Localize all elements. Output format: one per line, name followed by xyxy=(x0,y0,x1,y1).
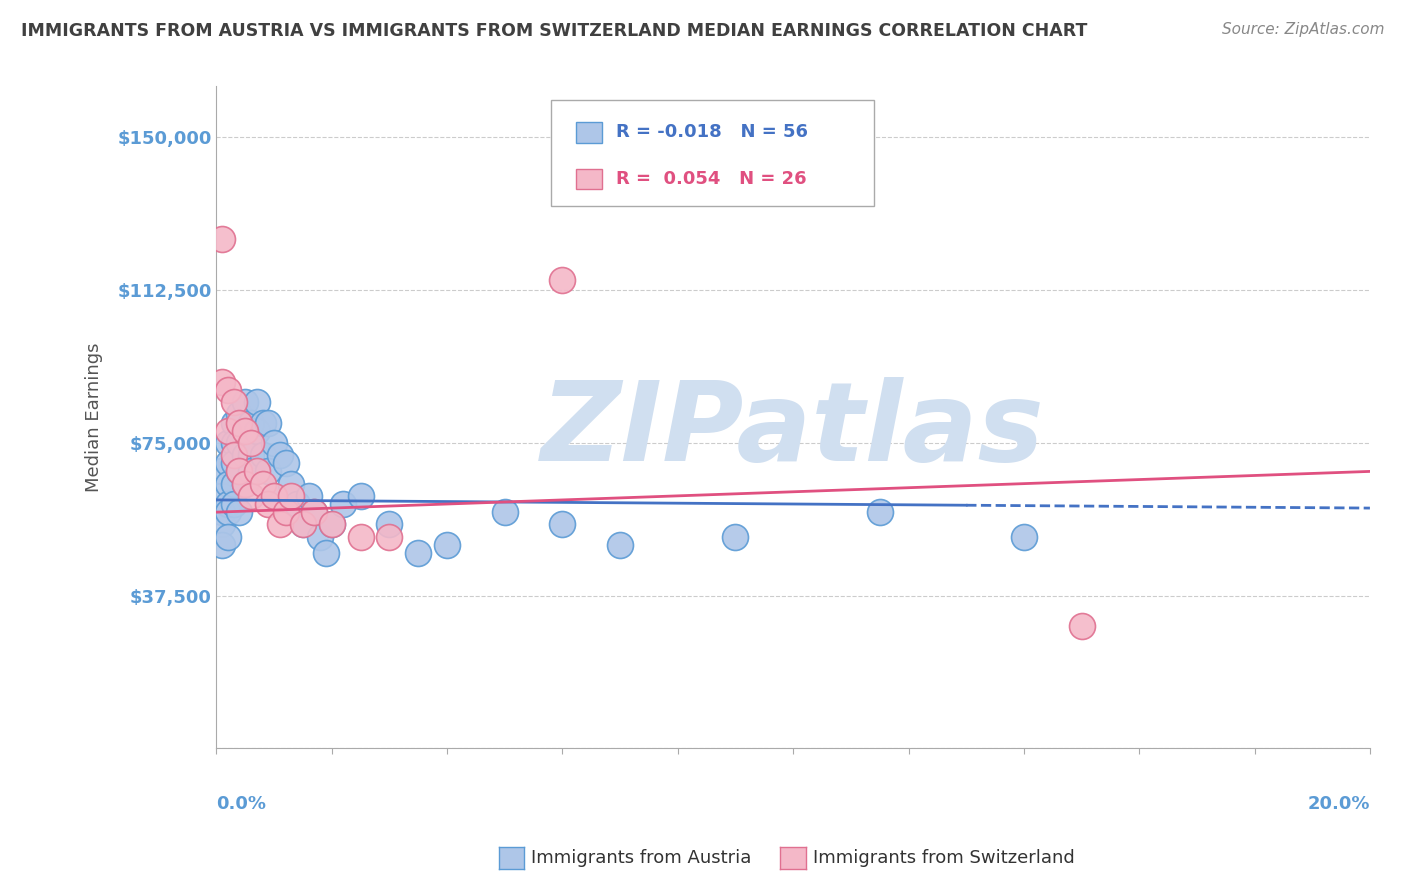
Text: Immigrants from Switzerland: Immigrants from Switzerland xyxy=(813,849,1074,867)
Point xyxy=(211,538,233,552)
Point xyxy=(222,416,245,430)
Point xyxy=(222,436,245,450)
Point xyxy=(240,416,263,430)
Point xyxy=(321,517,343,532)
Point xyxy=(332,497,354,511)
Text: IMMIGRANTS FROM AUSTRIA VS IMMIGRANTS FROM SWITZERLAND MEDIAN EARNINGS CORRELATI: IMMIGRANTS FROM AUSTRIA VS IMMIGRANTS FR… xyxy=(21,22,1087,40)
Point xyxy=(246,395,269,409)
Point xyxy=(222,448,245,462)
Point xyxy=(291,517,314,532)
Point xyxy=(240,448,263,462)
Point xyxy=(280,476,302,491)
Point xyxy=(217,505,239,519)
Point xyxy=(1012,530,1035,544)
Point xyxy=(1070,619,1092,633)
Text: R =  0.054   N = 26: R = 0.054 N = 26 xyxy=(616,169,806,188)
Point xyxy=(257,464,280,478)
Text: R = -0.018   N = 56: R = -0.018 N = 56 xyxy=(616,123,807,142)
FancyBboxPatch shape xyxy=(576,169,602,189)
Text: 20.0%: 20.0% xyxy=(1308,795,1369,813)
Point xyxy=(217,436,239,450)
Point xyxy=(211,489,233,503)
Point xyxy=(298,489,321,503)
Point xyxy=(252,416,274,430)
Point xyxy=(233,424,256,438)
Point xyxy=(233,424,256,438)
Point xyxy=(315,546,337,560)
Point xyxy=(222,476,245,491)
Point xyxy=(222,395,245,409)
Point xyxy=(304,505,326,519)
Point xyxy=(263,436,285,450)
Point xyxy=(349,489,371,503)
Point xyxy=(252,448,274,462)
Point xyxy=(269,448,291,462)
Point xyxy=(211,375,233,389)
Point xyxy=(211,232,233,246)
FancyBboxPatch shape xyxy=(576,122,602,143)
Point xyxy=(240,436,263,450)
Point xyxy=(609,538,631,552)
Point xyxy=(304,505,326,519)
Point xyxy=(321,517,343,532)
Point xyxy=(233,476,256,491)
Point xyxy=(217,424,239,438)
Point xyxy=(233,448,256,462)
Point xyxy=(228,416,250,430)
Point xyxy=(551,517,574,532)
Point xyxy=(252,476,274,491)
Point xyxy=(228,408,250,422)
Point xyxy=(228,436,250,450)
Point xyxy=(257,416,280,430)
Point xyxy=(217,497,239,511)
Point xyxy=(211,517,233,532)
Point xyxy=(269,517,291,532)
Point xyxy=(240,489,263,503)
Point xyxy=(724,530,747,544)
Text: 0.0%: 0.0% xyxy=(217,795,266,813)
Point xyxy=(228,464,250,478)
Point xyxy=(233,395,256,409)
Point xyxy=(436,538,458,552)
Point xyxy=(240,464,263,478)
Point xyxy=(551,273,574,287)
Point xyxy=(378,530,401,544)
Point xyxy=(349,530,371,544)
Point xyxy=(274,456,297,470)
Point xyxy=(263,489,285,503)
Point xyxy=(309,530,332,544)
Point xyxy=(217,530,239,544)
Point xyxy=(406,546,429,560)
Point xyxy=(217,456,239,470)
Point xyxy=(228,464,250,478)
Point xyxy=(280,489,302,503)
Point xyxy=(274,505,297,519)
Point xyxy=(217,383,239,397)
Point xyxy=(378,517,401,532)
Point xyxy=(222,497,245,511)
Point xyxy=(246,464,269,478)
Text: Immigrants from Austria: Immigrants from Austria xyxy=(531,849,752,867)
Point xyxy=(285,497,308,511)
Point xyxy=(233,476,256,491)
Point xyxy=(257,497,280,511)
FancyBboxPatch shape xyxy=(551,100,875,205)
Point xyxy=(494,505,516,519)
Point xyxy=(263,489,285,503)
Point xyxy=(211,505,233,519)
Point xyxy=(291,517,314,532)
Text: ZIPatlas: ZIPatlas xyxy=(541,377,1045,484)
Point xyxy=(869,505,891,519)
Text: Source: ZipAtlas.com: Source: ZipAtlas.com xyxy=(1222,22,1385,37)
Point xyxy=(246,424,269,438)
Point xyxy=(228,505,250,519)
Point xyxy=(211,464,233,478)
Y-axis label: Median Earnings: Median Earnings xyxy=(86,343,103,492)
Point xyxy=(222,456,245,470)
Point xyxy=(217,476,239,491)
